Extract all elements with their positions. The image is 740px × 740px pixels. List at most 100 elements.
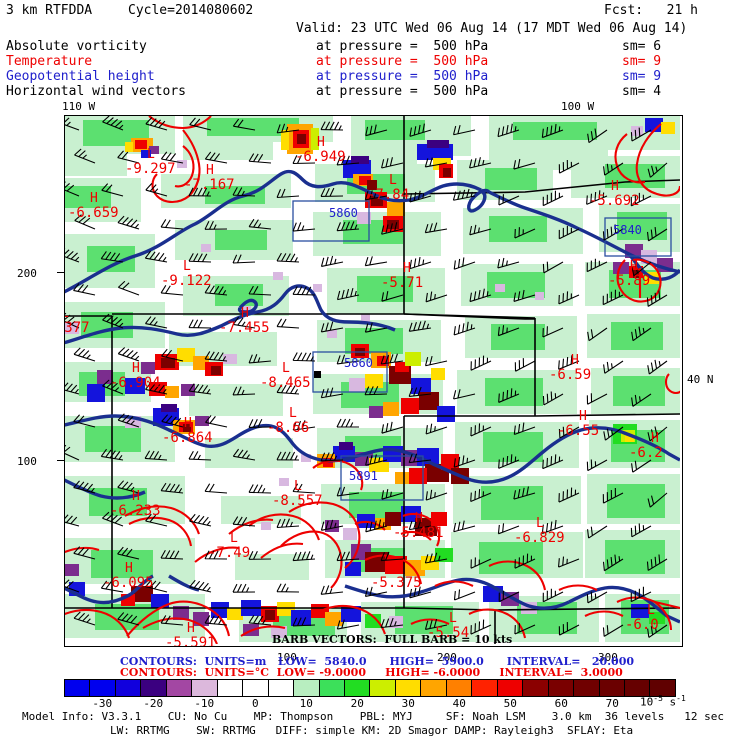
map-panel[interactable]: L -9.297 H -6.659 H -7.167 H -6.949 L -7.84 H -5.69… (64, 115, 683, 647)
wind-barb (586, 591, 608, 604)
wind-barb (160, 482, 184, 494)
wind-barb (603, 360, 624, 374)
colorbar-swatch-7 (243, 680, 269, 696)
wind-barb (188, 319, 212, 329)
temp-extremum-marker: H (184, 416, 192, 431)
wind-barb (117, 612, 140, 626)
cycle-label: Cycle=2014080602 (128, 3, 254, 18)
wind-barb (364, 256, 388, 267)
wind-barb (542, 588, 564, 603)
temp-extremum-marker: L (183, 259, 191, 274)
wind-barbs (65, 116, 668, 638)
temp-contour-value: -5.481 (393, 525, 444, 541)
wind-barb (381, 489, 404, 500)
wind-barb (647, 359, 668, 375)
wind-barb (365, 454, 388, 466)
model-info-line-1: Model Info: V3.3.1 CU: No Cu MP: Thompso… (22, 710, 724, 723)
wind-barb (65, 116, 80, 131)
temp-contour-value: -8.465 (260, 375, 311, 391)
wind-barb (102, 511, 124, 527)
wind-barb (513, 158, 536, 170)
wind-barb (204, 151, 228, 164)
wind-barb (73, 347, 96, 362)
wind-barb (160, 285, 184, 296)
wind-barb (453, 589, 476, 601)
wind-barb (602, 289, 624, 306)
wind-barb (100, 251, 124, 263)
wind-barb (336, 486, 360, 497)
wind-barb (603, 426, 624, 441)
wind-barb (513, 486, 536, 500)
geopotential-label-boxes (292, 200, 672, 501)
wind-barb (65, 382, 80, 395)
wind-barb (647, 162, 668, 178)
temp-contour-value: -6.904 (110, 375, 161, 391)
colorbar-swatch-9 (294, 680, 320, 696)
temp-contour-value: -7.84 (367, 187, 410, 203)
wind-barb (188, 383, 212, 395)
colorbar-swatch-12 (370, 680, 396, 696)
x-tick-label-100: 100 (277, 651, 297, 664)
colorbar-swatch-19 (548, 680, 575, 696)
wind-barb (276, 188, 300, 199)
wind-barb (320, 519, 344, 531)
wind-barb (364, 586, 388, 597)
temp-extremum-marker: H (90, 191, 98, 206)
wind-barb (631, 393, 652, 407)
wind-barb (542, 454, 564, 470)
wind-barb (647, 426, 668, 442)
wind-barb (498, 194, 520, 206)
wind-barb (102, 116, 124, 131)
model-info-line-2: LW: RRTMG SW: RRTMG DIFF: simple KM: 2D … (110, 724, 634, 737)
colorbar-swatch-17 (497, 680, 524, 696)
temp-extremum-marker: H (132, 489, 140, 504)
valid-time-label: Valid: 23 UTC Wed 06 Aug 14 (17 MDT Wed … (296, 21, 688, 36)
wind-barb (320, 321, 344, 333)
wind-barb (100, 448, 124, 461)
latitude-label-right: 40 N (687, 373, 714, 386)
wind-barb (204, 615, 228, 626)
wind-barb (541, 519, 564, 534)
wind-barb (630, 127, 652, 142)
colorbar-tick-60: 60 (554, 697, 568, 710)
colorbar-swatch-11 (344, 680, 371, 696)
temp-contour-value: -6.095 (103, 575, 154, 591)
field-pressure-wind: at pressure = 500 hPa (316, 84, 489, 99)
wind-barb (586, 190, 608, 205)
field-label-vorticity: Absolute vorticity (6, 39, 147, 54)
wind-barb (73, 611, 96, 626)
wind-barb (514, 623, 536, 635)
wind-barb (381, 222, 404, 235)
wind-barb (232, 583, 256, 593)
temp-extremum-marker: L (536, 516, 544, 531)
wind-barb (408, 453, 432, 464)
wind-barb (498, 388, 520, 403)
wind-barb (453, 321, 476, 336)
temp-extremum-marker: H (579, 409, 587, 424)
wind-barb (189, 579, 212, 593)
temp-contour-value: -5.591 (165, 635, 216, 647)
wind-barb (630, 586, 652, 603)
y-tick-mark-200 (57, 272, 64, 273)
wind-barb (453, 389, 476, 400)
wind-barb (188, 450, 212, 461)
wind-barb (292, 617, 316, 627)
field-pressure-geopotential: at pressure = 500 hPa (316, 69, 489, 84)
wind-barb (232, 187, 256, 197)
wind-barb (631, 326, 652, 342)
wind-barb (381, 157, 404, 169)
wind-barb (408, 386, 432, 398)
wind-barb (232, 386, 256, 396)
wind-barb (292, 352, 316, 362)
geopotential-contour-value: 5891 (349, 469, 378, 483)
wind-barb (248, 418, 272, 429)
wind-barb (453, 455, 476, 468)
wind-barb (409, 256, 432, 270)
wind-barb (292, 420, 316, 431)
temp-extremum-marker: H (393, 561, 401, 576)
wind-barb (320, 585, 344, 595)
wind-barb (630, 192, 652, 207)
wind-barb (276, 451, 300, 461)
wind-barb (514, 227, 536, 239)
temp-contour-value: -5.54 (427, 625, 470, 641)
